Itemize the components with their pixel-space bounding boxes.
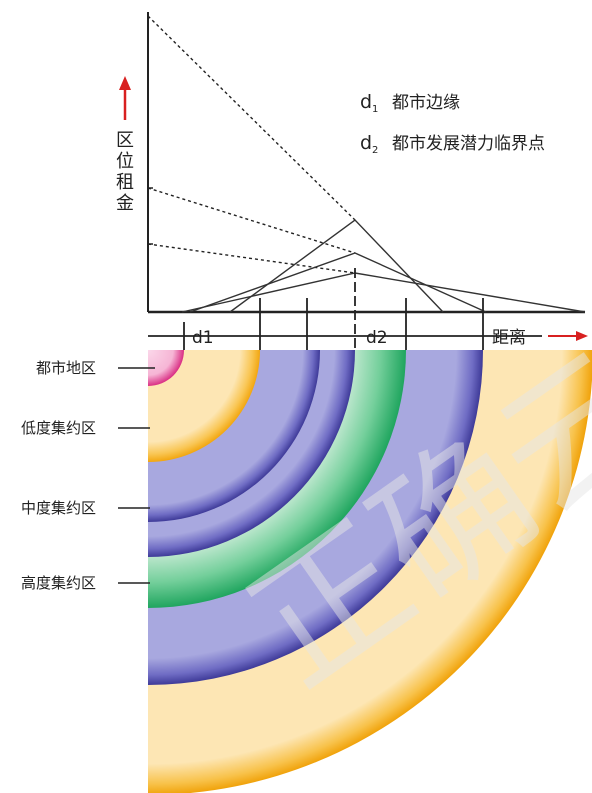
legend-d2-text: 都市发展潜力临界点 [392, 134, 545, 154]
zone-label-high: 高度集约区 [21, 574, 96, 592]
legend: d 1 都市边缘 d 2 都市发展潜力临界点 [360, 91, 545, 156]
solid-curve-mid [189, 252, 487, 313]
legend-d2-sub: 2 [372, 145, 378, 156]
y-axis-ticks [148, 187, 153, 245]
axis-marker-d2: d2 [366, 328, 388, 348]
y-label-char-4: 金 [116, 193, 134, 214]
y-arrow [119, 76, 131, 120]
zone-rings [148, 350, 592, 793]
y-label-char-3: 租 [116, 172, 134, 193]
legend-d1-symbol: d [360, 91, 372, 113]
y-arrow-head [119, 76, 131, 90]
dotted-line-top [147, 15, 356, 221]
legend-d1-text: 都市边缘 [392, 93, 460, 113]
dotted-line-mid [147, 187, 356, 254]
legend-d2-symbol: d [360, 132, 372, 154]
dotted-line-low [147, 243, 356, 274]
zone-label-low: 低度集约区 [21, 419, 96, 437]
zone-labels: 都市地区 低度集约区 中度集约区 高度集约区 [21, 359, 155, 592]
zone-label-city: 都市地区 [36, 359, 96, 377]
boundary-markers [183, 268, 484, 350]
legend-d1-sub: 1 [372, 104, 378, 115]
solid-curve-low [181, 272, 586, 313]
rent-dotted-lines [147, 15, 356, 274]
city-area-zone [148, 350, 184, 386]
distance-labels: d1 d2 距离 [192, 328, 526, 348]
y-label-char-1: 区 [116, 130, 134, 151]
x-axis-label: 距离 [492, 328, 526, 348]
y-label-char-2: 位 [116, 151, 134, 172]
low-intensity-zone [148, 350, 260, 462]
y-axis-label: 区 位 租 金 [116, 130, 134, 214]
zone-label-mid: 中度集约区 [21, 499, 96, 517]
axis-marker-d1: d1 [192, 328, 214, 348]
x-arrow-head [576, 331, 588, 341]
x-arrow [548, 331, 588, 341]
rent-solid-lines [181, 219, 586, 313]
axes [147, 12, 585, 337]
solid-curve-top [229, 219, 444, 313]
